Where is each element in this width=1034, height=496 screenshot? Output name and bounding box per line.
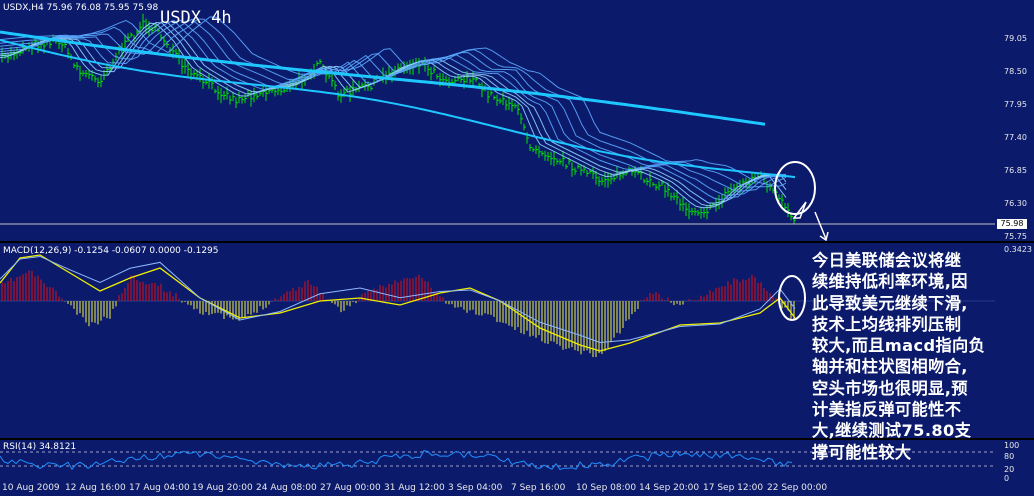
pane-divider[interactable] — [0, 241, 1034, 243]
rsi-level: 80 — [1004, 452, 1015, 461]
circle-annotation — [774, 161, 816, 215]
annotation-line: 空头市场也很明显,预 — [812, 378, 968, 398]
arrow-head — [819, 231, 829, 241]
chart-title: USDX 4h — [160, 8, 232, 28]
time-label: 3 Sep 04:00 — [448, 483, 503, 493]
annotation-line: 续维持低利率环境,因 — [812, 272, 968, 292]
macd-signal-line — [0, 254, 796, 352]
cursor-icon — [792, 201, 807, 219]
ma-ribbon-line — [0, 18, 787, 188]
time-label: 24 Aug 08:00 — [256, 483, 317, 493]
time-label: 12 Aug 16:00 — [65, 483, 126, 493]
rsi-line — [0, 449, 793, 471]
ma-mid-line — [0, 39, 796, 179]
macd-pane[interactable]: MACD(12,26,9) -0.1254 -0.0607 0.0000 -0.… — [0, 243, 995, 438]
annotation-line: 大,继续测试75.80支 — [812, 421, 972, 441]
annotation-line: 计美指反弹可能性不 — [812, 400, 962, 420]
rsi-chart[interactable] — [0, 440, 995, 482]
time-label: 10 Sep 08:00 — [576, 483, 637, 493]
annotation-line: 技术上均线排列压制 — [812, 314, 962, 334]
price-chart[interactable] — [0, 0, 995, 241]
price-label: 75.75 — [1004, 232, 1027, 241]
time-label: 17 Aug 04:00 — [129, 483, 190, 493]
arrow-annotation — [814, 211, 827, 240]
macd-chart[interactable] — [0, 243, 995, 438]
macd-scale — [995, 243, 1034, 438]
annotation-line: 今日美联储会议将继 — [812, 251, 962, 270]
time-label: 31 Aug 12:00 — [384, 483, 445, 493]
time-label: 27 Aug 00:00 — [320, 483, 381, 493]
rsi-pane[interactable]: RSI(14) 34.8121 — [0, 440, 995, 482]
ma-ribbon-line — [0, 19, 787, 197]
time-label: 17 Sep 12:00 — [703, 483, 764, 493]
rsi-level: 20 — [1004, 465, 1015, 474]
analysis-annotation: 今日美联储会议将继 续维持低利率环境,因 此导致美元继续下滑, 技术上均线排列压… — [812, 250, 1028, 463]
current-price-tag: 75.98 — [997, 219, 1027, 229]
time-label: 14 Sep 20:00 — [639, 483, 700, 493]
rsi-header: RSI(14) 34.8121 — [3, 442, 77, 452]
price-label: 77.40 — [1004, 133, 1027, 142]
rsi-level: 100 — [1004, 441, 1020, 450]
macd-top-value: 0.3423 — [1004, 245, 1032, 254]
time-axis — [0, 482, 1034, 496]
ma-ribbon-line — [0, 16, 787, 187]
ma-ribbon-line — [0, 18, 787, 192]
price-label: 78.50 — [1004, 67, 1027, 76]
price-label: 76.30 — [1004, 199, 1027, 208]
annotation-line: 此导致美元继续下滑, — [812, 293, 968, 313]
ma-ribbon-line — [0, 21, 787, 207]
annotation-line: 轴并和柱状图相吻合, — [812, 357, 968, 377]
time-label: 22 Sep 00:00 — [767, 483, 828, 493]
price-label: 76.85 — [1004, 166, 1027, 175]
rsi-scale — [995, 440, 1034, 482]
time-label: 10 Aug 2009 — [2, 483, 60, 493]
price-label: 77.95 — [1004, 100, 1027, 109]
symbol-header: USDX,H4 75.96 76.08 75.95 75.98 — [3, 3, 159, 13]
macd-main-line — [0, 255, 796, 344]
macd-header: MACD(12,26,9) -0.1254 -0.0607 0.0000 -0.… — [3, 246, 219, 256]
macd-circle-annotation — [778, 275, 806, 321]
rsi-level: 0 — [1004, 474, 1010, 483]
pane-divider[interactable] — [0, 438, 1034, 440]
price-label: 79.05 — [1004, 34, 1027, 43]
time-label: 7 Sep 16:00 — [511, 483, 566, 493]
time-label: 19 Aug 20:00 — [192, 483, 253, 493]
ma-slow-line — [0, 30, 766, 126]
annotation-line: 撑可能性较大 — [812, 442, 912, 462]
annotation-line: 较大,而且macd指向负 — [812, 336, 986, 356]
price-pane[interactable]: USDX,H4 75.96 76.08 75.95 75.98 USDX 4h — [0, 0, 995, 241]
price-scale — [995, 0, 1034, 241]
